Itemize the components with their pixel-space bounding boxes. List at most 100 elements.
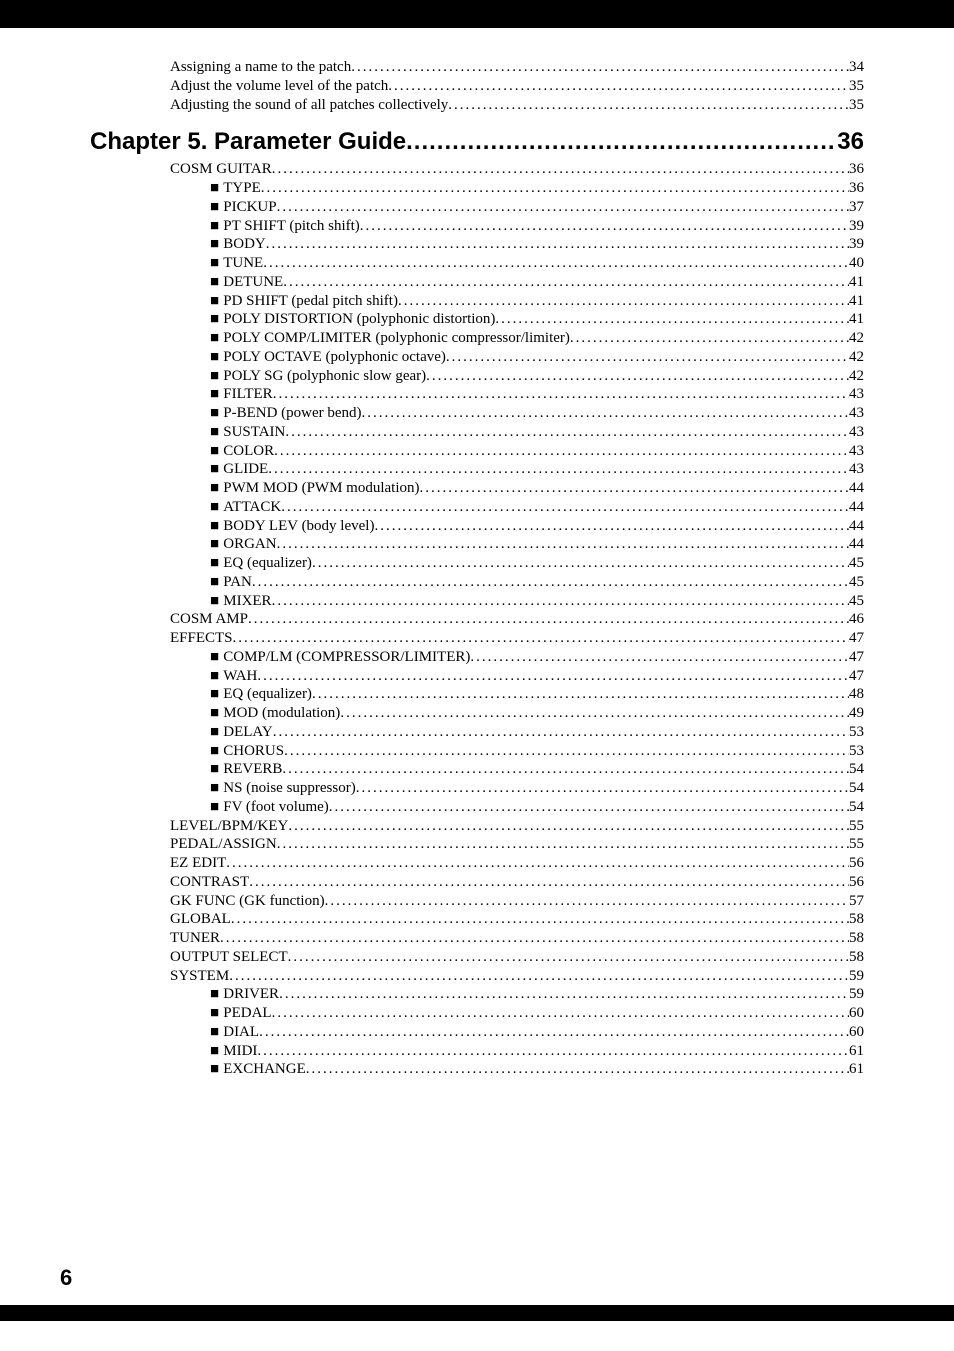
toc-entry: ■ EQ (equalizer) 45 — [210, 554, 864, 573]
square-bullet-icon: ■ — [210, 310, 223, 327]
toc-label-text: DRIVER — [223, 986, 279, 1002]
toc-entry: ■ MIDI61 — [210, 1042, 864, 1061]
toc-entry: ■ PWM MOD (PWM modulation)44 — [210, 479, 864, 498]
toc-entry: COSM GUITAR36 — [170, 160, 864, 179]
toc-label: ■ P-BEND (power bend) — [210, 404, 362, 423]
toc-dots — [285, 423, 849, 442]
toc-label-text: REVERB — [223, 761, 282, 777]
toc-page: 57 — [849, 892, 864, 911]
toc-page: 44 — [849, 517, 864, 536]
toc-page: 40 — [849, 254, 864, 273]
toc-label-text: COSM GUITAR — [170, 161, 272, 177]
toc-label: ■ ATTACK — [210, 498, 281, 517]
toc-dots — [259, 1023, 849, 1042]
toc-dots — [282, 760, 849, 779]
toc-entry: PEDAL/ASSIGN55 — [170, 835, 864, 854]
square-bullet-icon: ■ — [210, 479, 223, 496]
toc-dots — [279, 985, 849, 1004]
square-bullet-icon: ■ — [210, 517, 223, 534]
toc-label-text: PAN — [223, 574, 252, 590]
toc-entry: ■ REVERB54 — [210, 760, 864, 779]
toc-label-text: CHORUS — [223, 743, 284, 759]
toc-label: ■ EQ (equalizer) — [210, 554, 312, 573]
toc-entry: ■ DRIVER59 — [210, 985, 864, 1004]
square-bullet-icon: ■ — [210, 985, 223, 1002]
toc-page: 58 — [849, 929, 864, 948]
toc-label-text: POLY SG (polyphonic slow gear) — [223, 368, 426, 384]
square-bullet-icon: ■ — [210, 667, 223, 684]
square-bullet-icon: ■ — [210, 798, 223, 815]
toc-page: 44 — [849, 479, 864, 498]
toc-label: GLOBAL — [170, 910, 231, 929]
toc-label-text: ATTACK — [223, 499, 281, 515]
page-number: 6 — [60, 1265, 72, 1291]
toc-page: 35 — [849, 77, 864, 96]
toc-label-text: CONTRAST — [170, 874, 249, 890]
toc-label-text: FV (foot volume) — [223, 799, 329, 815]
toc-label-text: COSM AMP — [170, 611, 248, 627]
toc-entry: EFFECTS 47 — [170, 629, 864, 648]
square-bullet-icon: ■ — [210, 535, 223, 552]
toc-page: 42 — [849, 367, 864, 386]
toc-label-text: EQ (equalizer) — [223, 686, 312, 702]
toc-entry: ■ CHORUS53 — [210, 742, 864, 761]
toc-label: COSM AMP — [170, 610, 248, 629]
toc-label-text: SUSTAIN — [223, 424, 285, 440]
toc-label: ■ EXCHANGE — [210, 1060, 306, 1079]
toc-entry: ■ MIXER45 — [210, 592, 864, 611]
toc-label-text: POLY COMP/LIMITER (polyphonic compressor… — [223, 330, 570, 346]
toc-entry: ■ PEDAL60 — [210, 1004, 864, 1023]
toc-label-text: ORGAN — [223, 536, 276, 552]
toc-label: OUTPUT SELECT — [170, 948, 288, 967]
toc-page: 58 — [849, 910, 864, 929]
toc-page: 47 — [849, 629, 864, 648]
toc-dots — [226, 854, 849, 873]
toc-dots — [312, 554, 849, 573]
toc-label-text: NS (noise suppressor) — [223, 780, 356, 796]
square-bullet-icon: ■ — [210, 742, 223, 759]
toc-dots — [351, 58, 849, 77]
toc-page: 58 — [849, 948, 864, 967]
toc-entry: EZ EDIT56 — [170, 854, 864, 873]
toc-entry: ■ BODY39 — [210, 235, 864, 254]
toc-entry: ■ POLY DISTORTION (polyphonic distortion… — [210, 310, 864, 329]
toc-label-text: WAH — [223, 668, 257, 684]
toc-label: ■ FILTER — [210, 385, 273, 404]
square-bullet-icon: ■ — [210, 460, 223, 477]
toc-dots — [283, 273, 849, 292]
toc-page: 39 — [849, 217, 864, 236]
toc-label: ■ DELAY — [210, 723, 273, 742]
toc-page: 59 — [849, 967, 864, 986]
toc-label: ■ DIAL — [210, 1023, 259, 1042]
toc-entry: ■ TYPE36 — [210, 179, 864, 198]
bottom-bar — [0, 1305, 954, 1321]
toc-label: EFFECTS — [170, 629, 233, 648]
toc-page: 45 — [849, 554, 864, 573]
toc-page: 42 — [849, 329, 864, 348]
toc-dots — [470, 648, 849, 667]
toc-page: 34 — [849, 58, 864, 77]
toc-page: 45 — [849, 592, 864, 611]
toc-label-text: POLY DISTORTION (polyphonic distortion) — [223, 311, 495, 327]
top-bar — [0, 0, 954, 28]
toc-entry: ■ COLOR43 — [210, 442, 864, 461]
toc-dots — [261, 179, 849, 198]
toc-dots — [272, 1004, 849, 1023]
toc-page: 55 — [849, 835, 864, 854]
toc-dots — [360, 217, 849, 236]
toc-page: 56 — [849, 873, 864, 892]
toc-entry: ■ BODY LEV (body level)44 — [210, 517, 864, 536]
toc-label-text: TUNE — [223, 255, 263, 271]
toc-label: EZ EDIT — [170, 854, 226, 873]
toc-page: 45 — [849, 573, 864, 592]
toc-entry: ■ COMP/LM (COMPRESSOR/LIMITER)47 — [210, 648, 864, 667]
square-bullet-icon: ■ — [210, 648, 223, 665]
toc-entry: ■ POLY OCTAVE (polyphonic octave)42 — [210, 348, 864, 367]
toc-label-text: GLOBAL — [170, 911, 231, 927]
toc-label: ■ NS (noise suppressor) — [210, 779, 356, 798]
toc-dots — [252, 573, 849, 592]
square-bullet-icon: ■ — [210, 217, 223, 234]
toc-label: ■ POLY DISTORTION (polyphonic distortion… — [210, 310, 495, 329]
toc-page: 53 — [849, 723, 864, 742]
square-bullet-icon: ■ — [210, 704, 223, 721]
